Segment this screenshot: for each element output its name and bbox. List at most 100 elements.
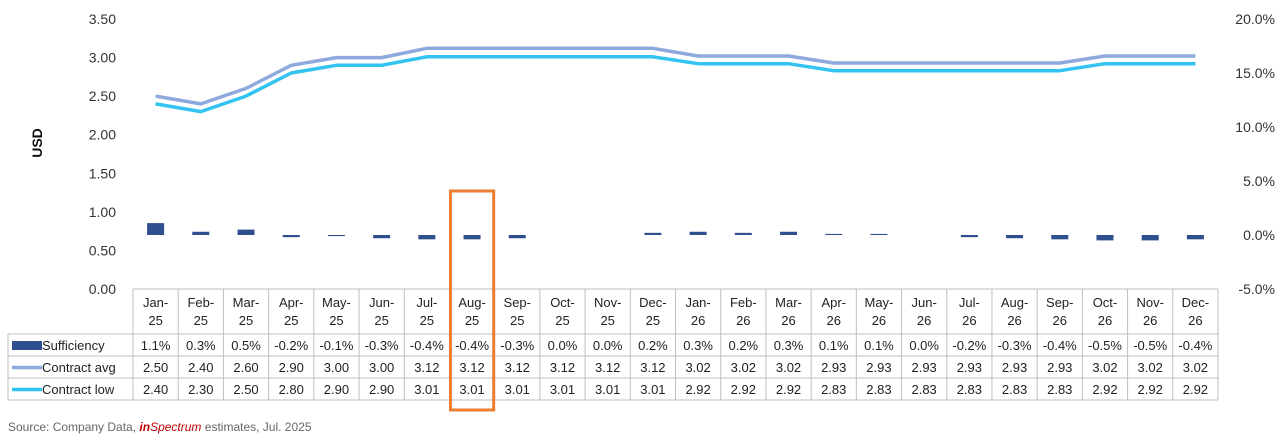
table-cell: 2.60 [233,360,258,375]
table-cell: 2.50 [233,382,258,397]
category-label: 26 [1053,313,1067,328]
table-cell: -0.2% [952,338,986,353]
table-cell: 0.0% [548,338,578,353]
category-label: 26 [1143,313,1157,328]
data-table: Jan- 25 Feb- 25 Mar- 25 Apr- 25 May- 25 Jun- 25 Jul-… [7,288,1219,401]
table-cell: 3.00 [324,360,349,375]
table-cell: 2.92 [1183,382,1208,397]
table-cell: 3.12 [550,360,575,375]
category-label: 26 [1098,313,1112,328]
table-cell: -0.4% [1178,338,1212,353]
table-cell: 3.02 [731,360,756,375]
y-right-tick-label: 10.0% [1235,119,1275,135]
table-cell: 0.2% [728,338,758,353]
table-cell: 3.01 [414,382,439,397]
table-cell: 2.50 [143,360,168,375]
category-label: 25 [600,313,614,328]
category-label: Feb- [187,295,214,310]
table-cell: -0.4% [410,338,444,353]
table-cell: -0.1% [319,338,353,353]
table-cell: 0.3% [683,338,713,353]
category-label: Sep- [504,295,531,310]
category-label: Apr- [821,295,846,310]
category-label: Nov- [1136,295,1163,310]
table-cell: 2.90 [279,360,304,375]
table-cell: 0.0% [593,338,623,353]
y-axis-label: USD [29,128,45,158]
category-label: Jan- [143,295,168,310]
legend-label: Contract avg [42,360,116,375]
table-cell: 2.93 [866,360,891,375]
category-label: 26 [917,313,931,328]
category-label: 26 [1188,313,1202,328]
table-cell: 0.3% [186,338,216,353]
table-cell: 2.83 [1002,382,1027,397]
table-cell: -0.3% [500,338,534,353]
table-cell: 2.93 [911,360,936,375]
y-left-tick-label: 0.50 [89,242,116,258]
sufficiency-bar [1051,235,1069,240]
table-cell: -0.3% [998,338,1032,353]
category-label: Mar- [775,295,802,310]
table-cell: 2.90 [324,382,349,397]
category-label: Jan- [685,295,710,310]
contract-avg-line [155,46,1196,106]
table-cell: 3.12 [640,360,665,375]
table-cell: -0.2% [274,338,308,353]
category-label: 26 [691,313,705,328]
category-label: 25 [646,313,660,328]
sufficiency-bar [373,235,391,239]
sufficiency-bar [960,235,978,238]
y-left-tick-label: 2.50 [89,88,116,104]
table-cell: 2.93 [1002,360,1027,375]
table-cell: 1.1% [141,338,171,353]
sufficiency-bar [327,235,345,237]
table-cell: 0.2% [638,338,668,353]
legend-key-bar [12,341,42,350]
highlight-box [448,189,496,412]
sufficiency-bar [237,229,255,235]
category-label: Dec- [639,295,666,310]
category-label: May- [864,295,893,310]
sufficiency-bar [1006,235,1024,239]
table-cell: 3.02 [685,360,710,375]
category-label: Aug- [458,295,485,310]
table-cell: 2.93 [957,360,982,375]
table-cell: 2.92 [1138,382,1163,397]
y-right-axis: 20.0% 15.0% 10.0% 5.0% 0.0% -5.0% [1235,11,1275,297]
source-note: Source: Company Data, inSpectrum estimat… [8,420,312,434]
y-left-tick-label: 3.00 [89,50,116,66]
sufficiency-bar [418,235,436,240]
category-label: Jun- [911,295,936,310]
category-label: Apr- [279,295,304,310]
table-cell: 2.30 [188,382,213,397]
y-left-tick-label: 2.00 [89,127,116,143]
sufficiency-bar [734,232,752,235]
table-cell: 3.12 [595,360,620,375]
category-label: Jul- [416,295,437,310]
table-cell: 3.02 [1183,360,1208,375]
sufficiency-bars [147,223,1204,241]
category-label: Jul- [959,295,980,310]
sufficiency-bar [508,235,526,239]
category-label: 25 [420,313,434,328]
table-cell: 2.80 [279,382,304,397]
table-cell: 2.93 [1047,360,1072,375]
table-cell: 2.83 [821,382,846,397]
category-label: Dec- [1182,295,1209,310]
source-brand-in: in [139,420,151,434]
table-cell: 3.02 [1138,360,1163,375]
category-label: 25 [555,313,569,328]
table-cell: -0.3% [365,338,399,353]
y-right-tick-label: 15.0% [1235,65,1275,81]
table-cell: 0.3% [774,338,804,353]
sufficiency-bar [1141,235,1159,241]
sufficiency-bar [1186,235,1204,240]
category-label: Aug- [1001,295,1028,310]
table-cell: 2.83 [1047,382,1072,397]
table-cell: 0.1% [819,338,849,353]
category-label: 25 [510,313,524,328]
contract-low-line [155,55,1196,114]
table-cell: -0.5% [1088,338,1122,353]
table-cell: 2.83 [866,382,891,397]
